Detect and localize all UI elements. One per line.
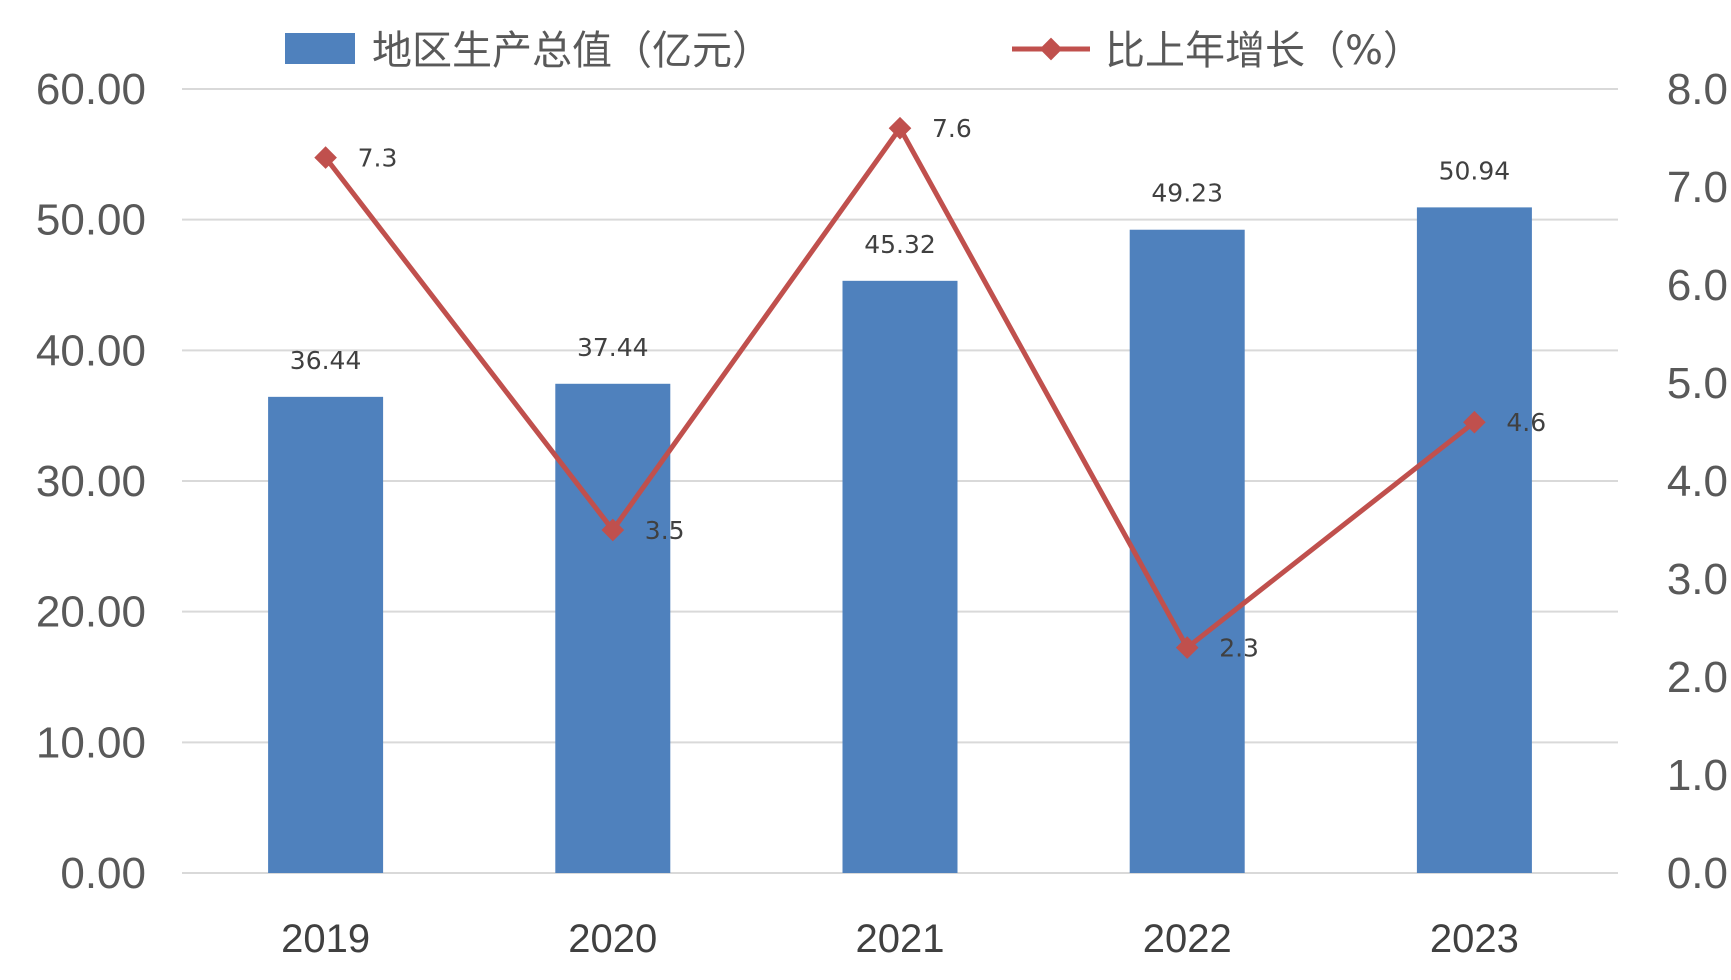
y-axis-left: 0.00 10.00 20.00 30.00 40.00 50.00 60.00 xyxy=(36,65,146,898)
y-right-tick-label: 5.0 xyxy=(1667,359,1728,408)
legend-swatch-gdp xyxy=(285,33,355,64)
bar xyxy=(842,280,958,873)
line-data-label: 2.3 xyxy=(1219,634,1259,663)
bar xyxy=(268,396,384,873)
y-left-tick-label: 30.00 xyxy=(36,457,146,506)
y-right-tick-label: 2.0 xyxy=(1667,653,1728,702)
y-right-tick-label: 6.0 xyxy=(1667,261,1728,310)
x-tick-label: 2020 xyxy=(568,917,657,961)
x-tick-label: 2019 xyxy=(281,917,370,961)
bar-data-label: 49.23 xyxy=(1151,179,1223,208)
y-left-tick-label: 10.00 xyxy=(36,718,146,767)
x-tick-label: 2021 xyxy=(856,917,945,961)
y-right-tick-label: 8.0 xyxy=(1667,65,1728,114)
bar-data-label: 36.44 xyxy=(290,346,362,375)
bar-data-label: 37.44 xyxy=(577,333,649,362)
legend-label-gdp: 地区生产总值（亿元） xyxy=(372,28,772,74)
line-data-labels: 7.3 3.5 7.6 2.3 4.6 xyxy=(358,114,1547,662)
line-series xyxy=(314,116,1486,659)
y-axis-right: 0.0 1.0 2.0 3.0 4.0 5.0 6.0 7.0 8.0 xyxy=(1667,65,1728,898)
y-right-tick-label: 1.0 xyxy=(1667,751,1728,800)
y-right-tick-label: 4.0 xyxy=(1667,457,1728,506)
x-tick-label: 2023 xyxy=(1430,917,1519,961)
y-left-tick-label: 40.00 xyxy=(36,326,146,375)
y-right-tick-label: 3.0 xyxy=(1667,555,1728,604)
line-point xyxy=(1175,636,1199,659)
y-right-tick-label: 0.0 xyxy=(1667,849,1728,898)
y-right-tick-label: 7.0 xyxy=(1667,163,1728,212)
line-data-label: 7.3 xyxy=(358,144,398,173)
line-point xyxy=(601,518,625,542)
y-left-tick-label: 60.00 xyxy=(36,65,146,114)
bar-data-label: 45.32 xyxy=(864,230,936,259)
legend-label-growth: 比上年增长（%） xyxy=(1105,28,1423,74)
bar xyxy=(1416,207,1532,873)
bar xyxy=(1129,229,1245,873)
bar-series xyxy=(268,207,1532,873)
bar-data-label: 50.94 xyxy=(1439,156,1511,185)
bar-data-labels: 36.44 37.44 45.32 49.23 50.94 xyxy=(290,156,1510,374)
y-left-tick-label: 50.00 xyxy=(36,196,146,245)
line-data-label: 7.6 xyxy=(932,114,972,143)
line-point xyxy=(1463,410,1486,434)
x-axis: 2019 2020 2021 2022 2023 xyxy=(281,917,1519,961)
line-data-label: 4.6 xyxy=(1506,408,1546,437)
legend: 地区生产总值（亿元） 比上年增长（%） xyxy=(285,28,1423,74)
legend-marker-growth xyxy=(1039,37,1063,61)
y-left-tick-label: 0.00 xyxy=(60,849,146,898)
bar xyxy=(555,383,671,873)
line-data-label: 3.5 xyxy=(645,516,685,545)
y-left-tick-label: 20.00 xyxy=(36,588,146,637)
x-tick-label: 2022 xyxy=(1143,917,1232,961)
